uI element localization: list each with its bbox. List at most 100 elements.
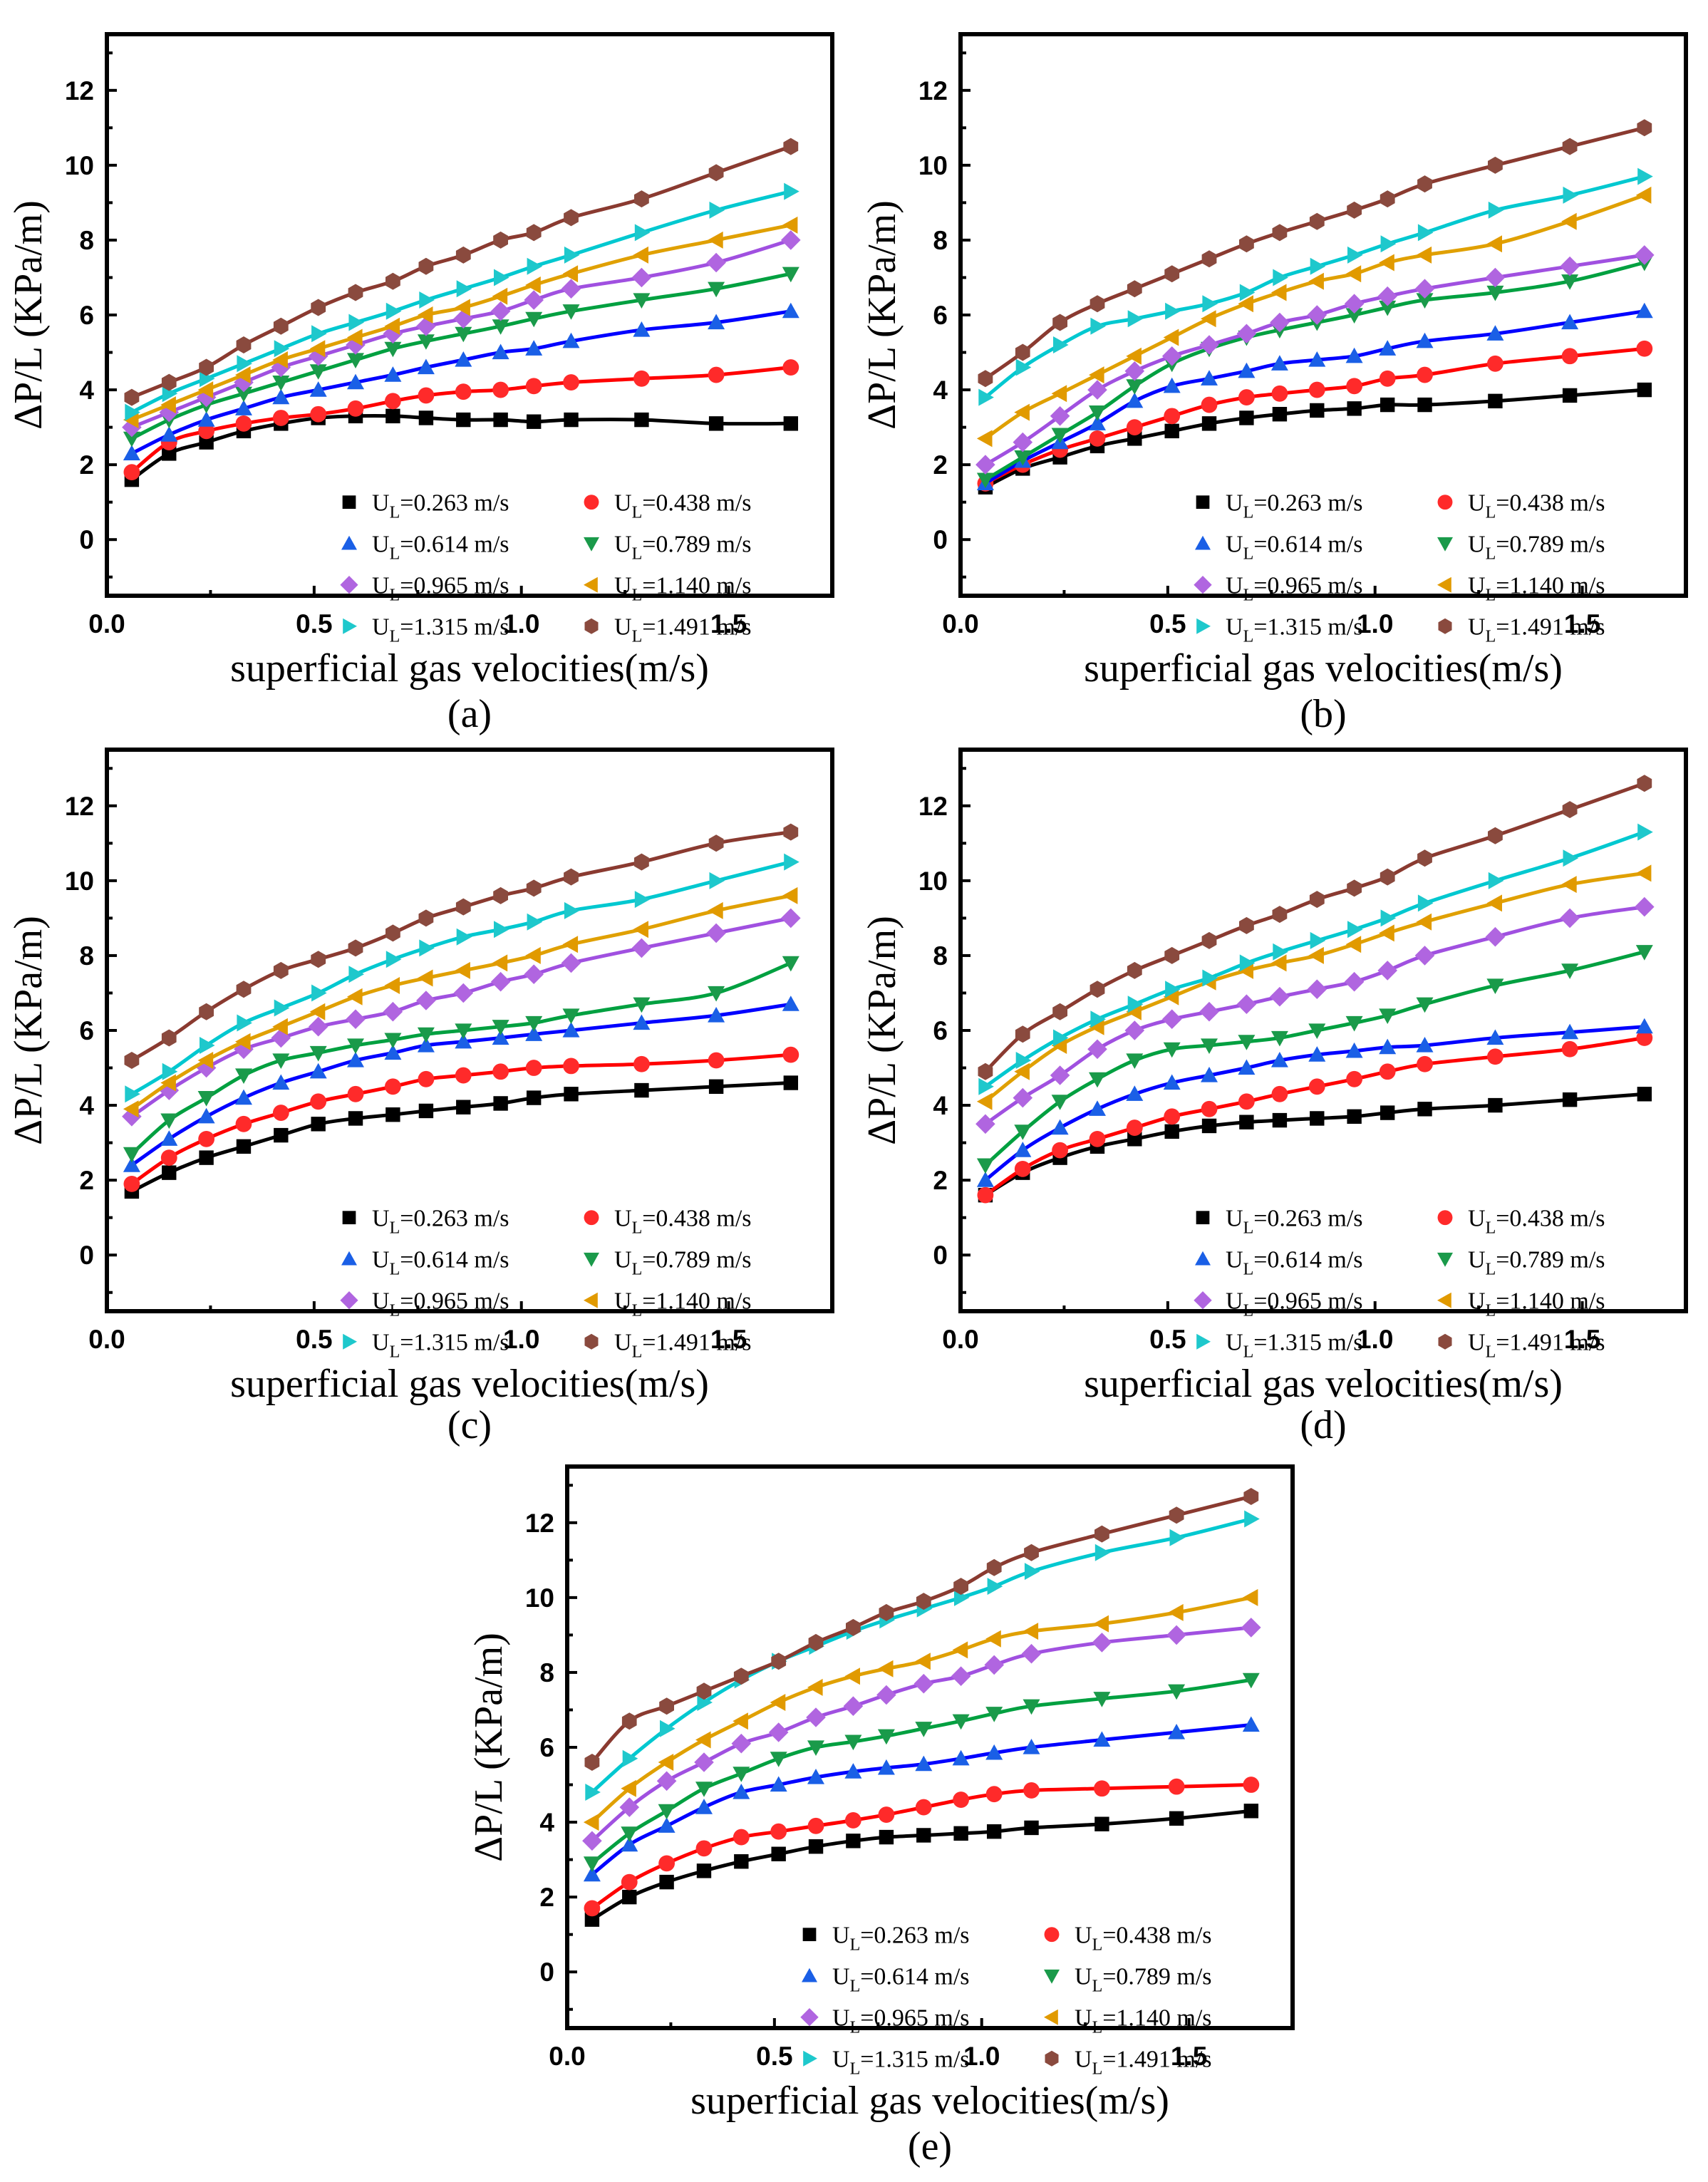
data-point [708, 281, 725, 298]
data-point [976, 430, 993, 448]
data-point [162, 446, 177, 461]
legend-subscript: L [632, 586, 643, 605]
legend-subscript: L [1243, 1302, 1254, 1320]
data-point [782, 359, 799, 376]
data-point [1094, 1780, 1110, 1797]
legend-label: UL=1.491 m/s [1468, 1330, 1605, 1362]
x-axis-title: superficial gas velocities(m/s) [1084, 646, 1563, 691]
legend-symbol: U [1468, 1247, 1486, 1273]
legend-label: UL=0.438 m/s [1468, 1206, 1605, 1238]
legend-marker [584, 1252, 599, 1267]
data-point [1052, 314, 1067, 331]
legend-marker [584, 618, 599, 634]
legend-label: UL=0.438 m/s [614, 1206, 752, 1238]
data-point [621, 1873, 638, 1891]
legend-label: UL=1.315 m/s [1226, 614, 1363, 646]
data-point [1201, 931, 1217, 949]
data-point [162, 1062, 178, 1080]
data-point [1242, 1588, 1258, 1606]
data-point [1270, 355, 1288, 371]
data-point [844, 1763, 862, 1779]
y-tick-label: 8 [79, 941, 94, 971]
data-point [1271, 1085, 1288, 1102]
legend-symbol: U [372, 532, 390, 558]
data-point [197, 381, 214, 399]
data-point [916, 1593, 931, 1610]
data-point [347, 353, 364, 368]
data-point [634, 224, 651, 242]
data-point [1345, 308, 1363, 324]
data-point [347, 1085, 364, 1102]
legend-symbol: U [614, 1247, 632, 1273]
data-point [1013, 1087, 1033, 1108]
data-point [1635, 186, 1652, 204]
data-point [621, 1779, 636, 1797]
data-point [1014, 450, 1032, 466]
data-point [1310, 931, 1326, 949]
data-point [1239, 916, 1254, 934]
data-point [490, 301, 511, 321]
data-point [1163, 329, 1179, 346]
legend-marker [1194, 1291, 1212, 1310]
legend-label: UL=1.140 m/s [1075, 2005, 1212, 2037]
data-point [198, 423, 215, 440]
data-point [1126, 1120, 1143, 1136]
data-point [346, 1009, 366, 1029]
data-point [708, 901, 723, 919]
data-point [1126, 1053, 1144, 1069]
data-point [525, 946, 541, 964]
data-point [1416, 246, 1432, 264]
data-point [697, 1694, 713, 1711]
data-point [658, 1754, 674, 1771]
data-point [311, 299, 326, 316]
legend-subscript: L [390, 504, 400, 522]
y-tick-label: 6 [79, 1016, 94, 1045]
data-point [1486, 235, 1502, 253]
data-point [453, 983, 474, 1003]
data-point [199, 1150, 214, 1165]
legend-label: UL=1.315 m/s [372, 614, 509, 646]
data-point [771, 1846, 786, 1861]
data-point [274, 340, 290, 358]
chart-panel-2: 0.0 0.5 1.0 1.5 0 2 4 6 8 10 12 superficial gas vel… [860, 32, 1688, 736]
legend-label: UL=0.263 m/s [372, 1206, 509, 1238]
data-point [1202, 969, 1218, 987]
data-point [656, 1771, 677, 1791]
data-point [633, 1055, 650, 1072]
data-point [272, 388, 290, 405]
data-point [1379, 300, 1397, 316]
data-point [1124, 361, 1145, 381]
data-point [562, 1022, 580, 1038]
data-point [1094, 1816, 1109, 1831]
data-point [807, 1817, 824, 1834]
legend-value: =0.789 m/s [642, 1247, 751, 1273]
data-point [696, 1863, 712, 1878]
legend-value: =1.491 m/s [1496, 1330, 1605, 1356]
data-point [708, 1052, 725, 1069]
data-point [524, 964, 544, 984]
data-point [525, 378, 542, 395]
legend-symbol: U [372, 614, 390, 641]
data-point [978, 1077, 994, 1095]
data-point [160, 1074, 176, 1092]
data-point [1635, 864, 1652, 882]
data-point [1090, 1010, 1106, 1028]
data-point [348, 966, 364, 983]
data-point [197, 1052, 214, 1069]
data-point [1023, 1782, 1040, 1799]
legend-label: UL=0.789 m/s [1468, 1247, 1605, 1279]
data-point [272, 1053, 290, 1069]
data-point [951, 1666, 971, 1686]
data-point [1486, 325, 1504, 341]
data-point [1309, 891, 1325, 909]
legend-value: =1.491 m/s [642, 614, 751, 641]
legend-subscript: L [632, 504, 643, 522]
y-tick-label: 4 [933, 1091, 948, 1120]
x-tick-label: 1.5 [710, 1325, 747, 1354]
legend-value: =0.438 m/s [642, 1206, 751, 1232]
series-line [984, 125, 1645, 381]
legend-label: UL=0.263 m/s [1226, 1206, 1363, 1238]
data-point [311, 984, 327, 1002]
data-point [694, 1752, 714, 1772]
data-point [492, 343, 509, 360]
